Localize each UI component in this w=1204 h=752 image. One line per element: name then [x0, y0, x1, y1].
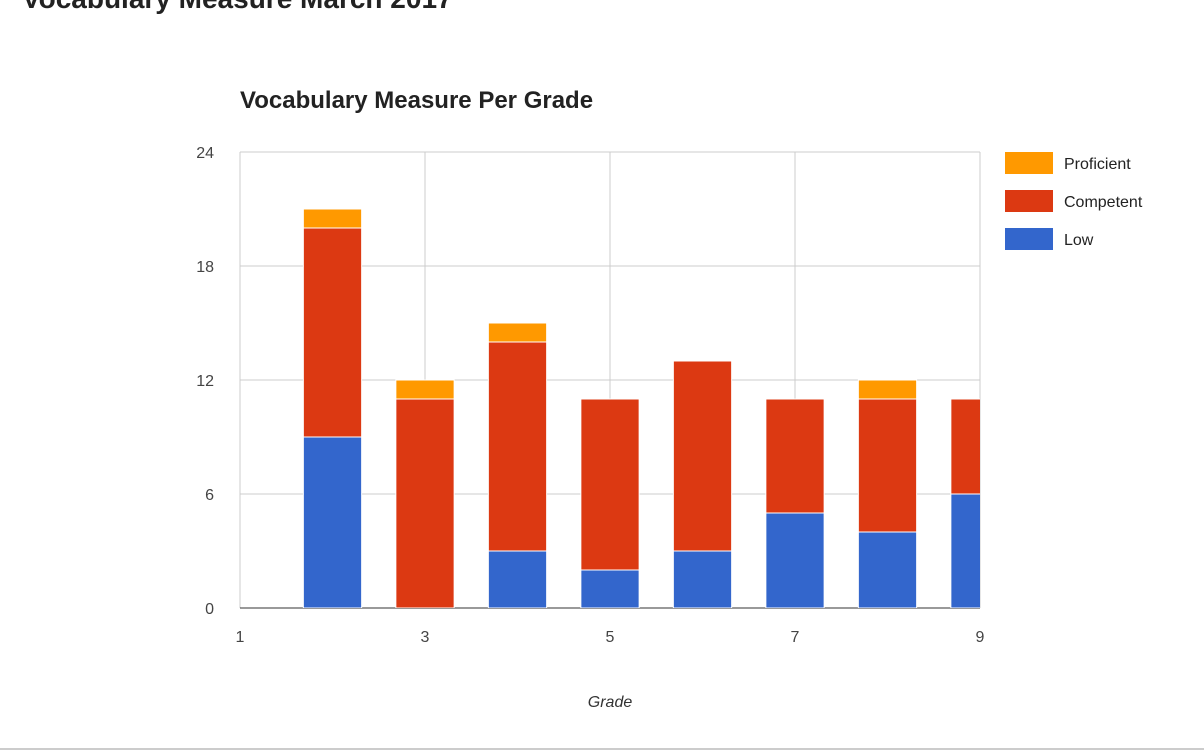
x-axis-title: Grade	[588, 694, 633, 711]
x-tick-label: 3	[421, 629, 430, 646]
bar-segment	[672, 550, 733, 608]
x-tick-label: 7	[791, 629, 800, 646]
bar-segment	[950, 398, 980, 495]
bar-segment	[487, 550, 548, 608]
y-tick-label: 0	[205, 601, 214, 618]
legend-label: Competent	[1064, 194, 1143, 211]
y-tick-label: 24	[196, 145, 214, 162]
x-tick-label: 9	[976, 629, 985, 646]
bar-segment	[672, 360, 733, 552]
bar-segment	[950, 493, 980, 608]
legend-swatch	[1005, 190, 1053, 212]
bar-segment	[395, 379, 455, 400]
legend-label: Proficient	[1064, 156, 1131, 173]
page-title: Vocabulary Measure March 2017	[22, 0, 453, 14]
bar-segment	[487, 341, 548, 552]
legend-swatch	[1005, 228, 1053, 250]
bar-segment	[302, 208, 363, 229]
chart-title: Vocabulary Measure Per Grade	[240, 87, 593, 114]
y-tick-label: 6	[205, 487, 214, 504]
x-tick-label: 5	[606, 629, 615, 646]
x-tick-label: 1	[236, 629, 245, 646]
bar-segment	[857, 531, 918, 608]
bar-segment	[302, 227, 363, 438]
bar-segment	[487, 322, 548, 343]
bar-segment	[580, 569, 640, 608]
y-tick-label: 12	[196, 373, 214, 390]
legend-swatch	[1005, 152, 1053, 174]
bar-segment	[857, 379, 918, 400]
bar-segment	[395, 398, 455, 608]
bar-segment	[580, 398, 640, 571]
bar-segment	[765, 512, 825, 608]
y-tick-label: 18	[196, 259, 214, 276]
bar-segment	[857, 398, 918, 533]
bars	[302, 208, 980, 608]
bar-segment	[765, 398, 825, 514]
labels: 0 6 12 18 24 1 3 5 7 9 Proficient Competent Low	[196, 145, 1143, 646]
bar-segment	[302, 436, 363, 608]
legend-label: Low	[1064, 232, 1094, 249]
